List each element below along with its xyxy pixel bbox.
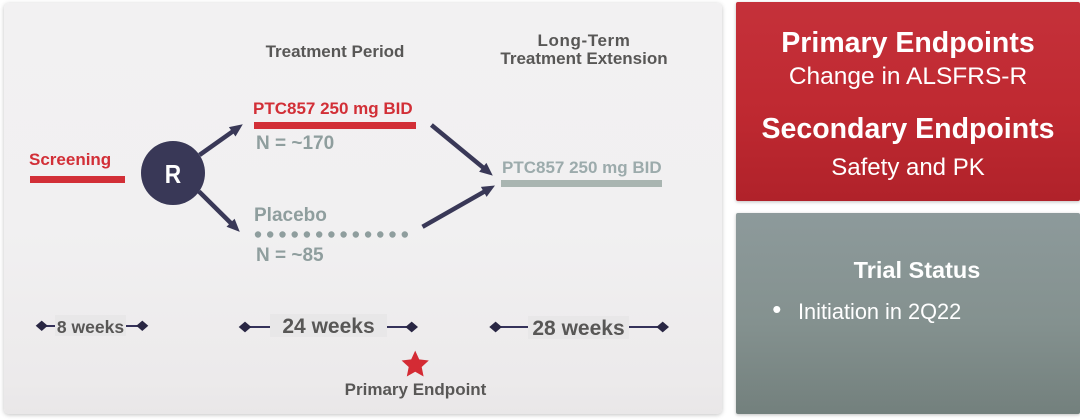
svg-text:R: R <box>165 159 182 189</box>
